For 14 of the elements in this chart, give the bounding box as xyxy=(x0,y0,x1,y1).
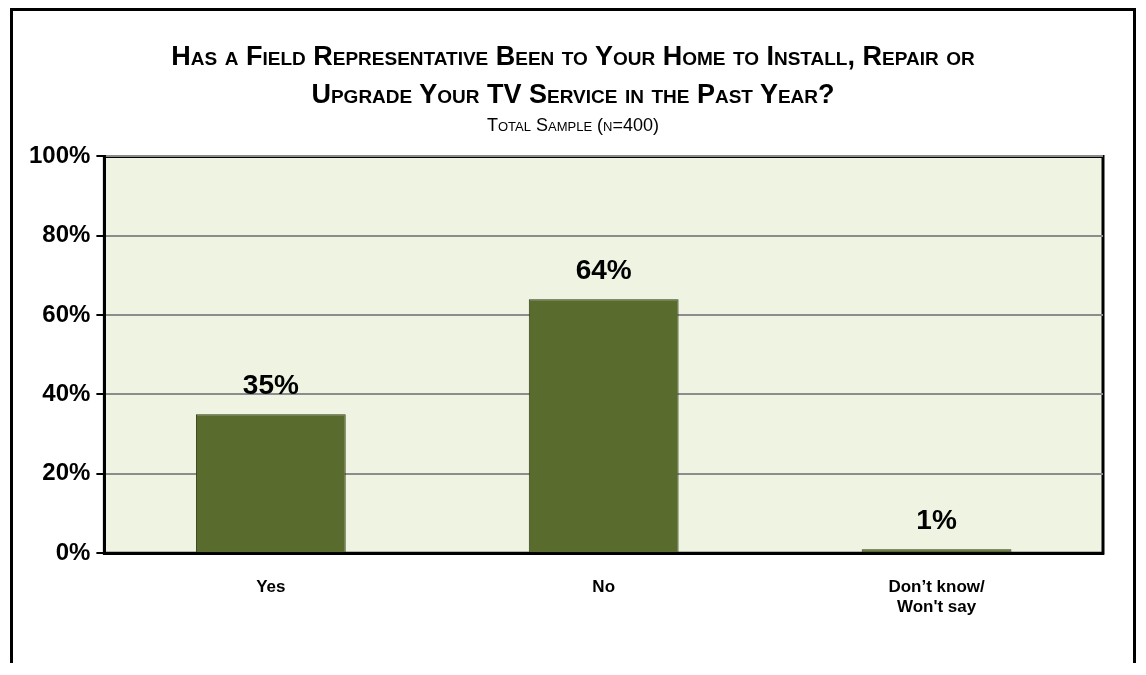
y-tick-label: 60% xyxy=(42,299,91,327)
x-tick-label: Yes xyxy=(256,577,286,597)
y-tick-label: 20% xyxy=(42,458,91,486)
y-tick-label: 100% xyxy=(28,141,91,169)
x-tick-label: No xyxy=(592,577,616,597)
data-label: 35% xyxy=(242,369,299,401)
y-tick-label: 80% xyxy=(42,220,91,248)
chart-subtitle: Total Sample (n=400) xyxy=(486,115,660,136)
y-tick-label: 0% xyxy=(55,537,91,565)
y-tick-label: 40% xyxy=(42,379,91,407)
chart-title: Has a Field Representative Been to Your Home to Install, Repair or Upgrade Your TV Service in the Past Year? xyxy=(170,40,976,111)
x-tick-label: Don’t know/ Won't say xyxy=(888,577,985,617)
data-label: 1% xyxy=(916,503,957,535)
data-label: 64% xyxy=(575,253,632,285)
